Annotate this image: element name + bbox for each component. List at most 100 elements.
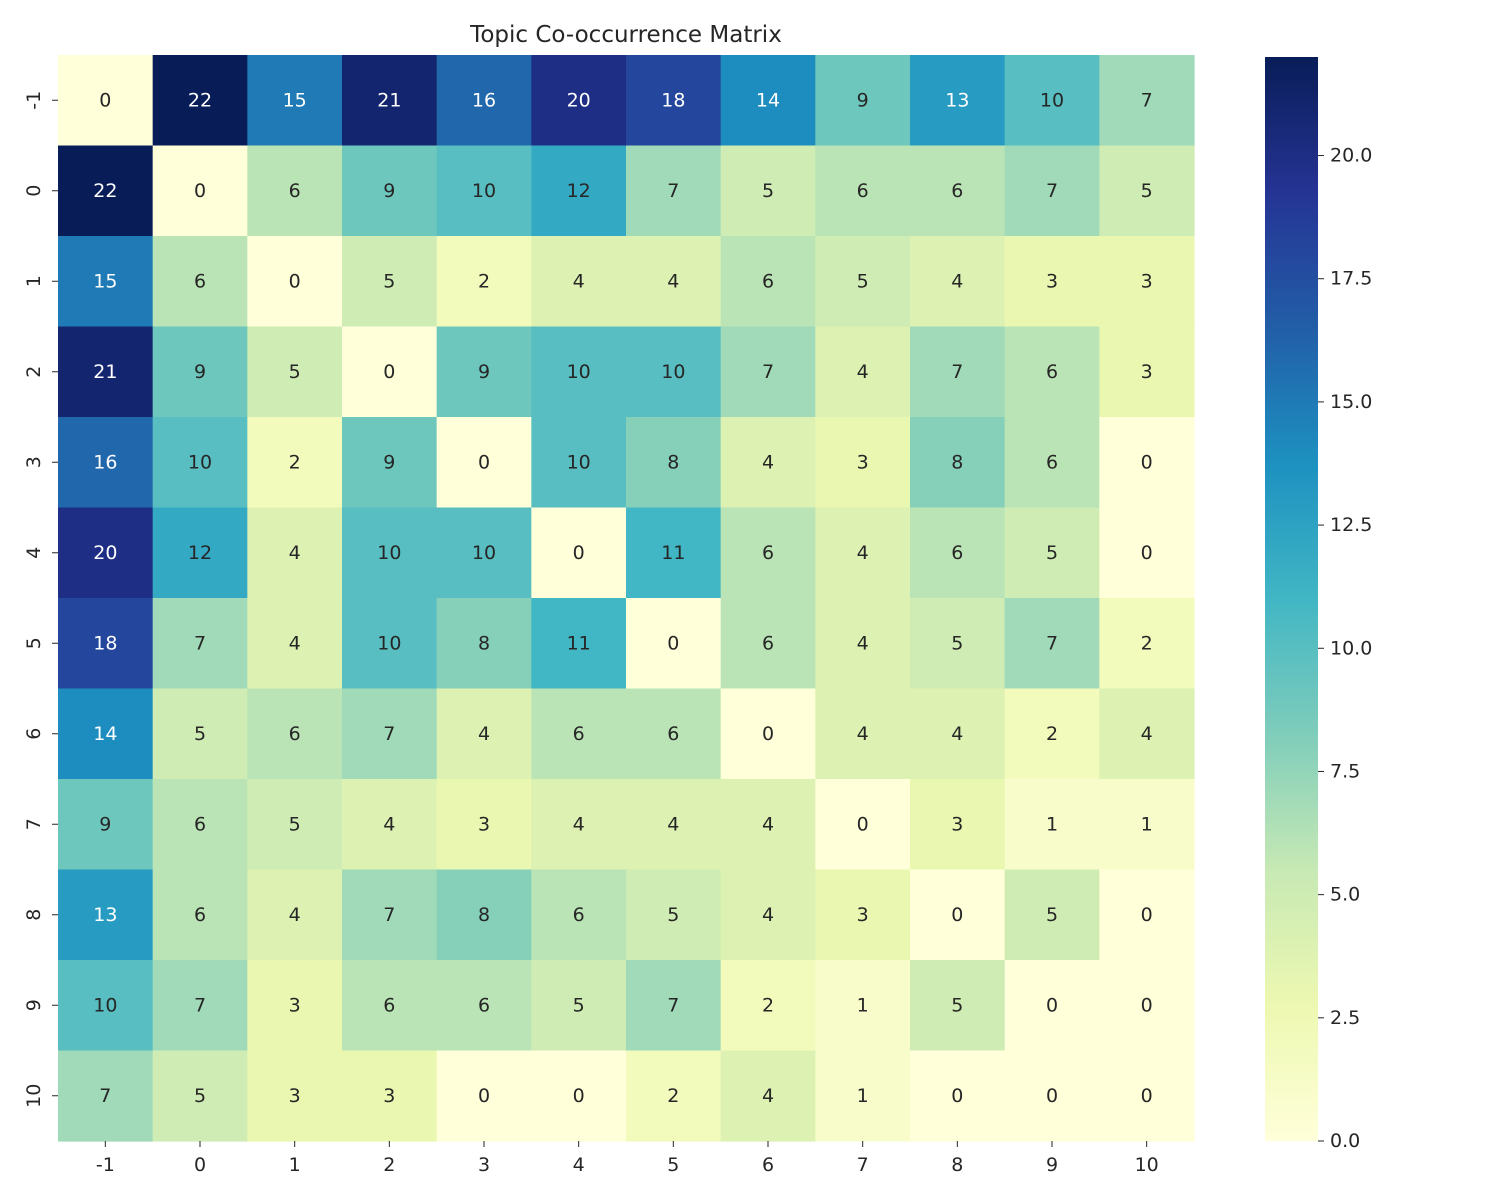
cell-value-label: 4 <box>667 270 679 292</box>
cell-value-label: 3 <box>383 1085 395 1107</box>
heatmap-cell <box>436 507 532 599</box>
colorbar-tick-label: 10.0 <box>1330 637 1372 659</box>
heatmap-cell <box>436 236 532 328</box>
cell-value-label: 7 <box>383 723 395 745</box>
cell-value-label: 4 <box>857 632 869 654</box>
cell-value-label: 9 <box>478 361 490 383</box>
cell-value-label: 8 <box>951 451 963 473</box>
heatmap-cell <box>1099 1050 1195 1142</box>
heatmap-cell <box>152 1050 248 1142</box>
y-tick-label: 6 <box>23 728 45 740</box>
colorbar-tick-label: 17.5 <box>1330 268 1372 290</box>
heatmap-cell <box>626 417 722 509</box>
heatmap-cell <box>247 779 343 871</box>
heatmap-cell <box>815 779 911 871</box>
cell-value-label: 6 <box>194 904 206 926</box>
cell-value-label: 4 <box>951 270 963 292</box>
y-tick-label: 3 <box>23 456 45 468</box>
heatmap-cell <box>626 779 722 871</box>
cell-value-label: 20 <box>93 542 117 564</box>
cell-value-label: 12 <box>188 542 212 564</box>
heatmap-cell-labels: 0 22 15 21 16 20 18 14 9 13 10 722 0 6 9 10 12 7 5 6 6 7 515 6 0… <box>93 89 1152 1107</box>
cell-value-label: 7 <box>1141 89 1153 111</box>
heatmap-cell <box>58 417 154 509</box>
heatmap-cell <box>815 598 911 690</box>
heatmap-cell <box>531 236 627 328</box>
heatmap-cell <box>1099 507 1195 599</box>
heatmap-cell <box>531 55 627 147</box>
heatmap-cell <box>58 145 154 237</box>
heatmap-cell <box>720 145 816 237</box>
cell-value-label: 13 <box>93 904 117 926</box>
cell-value-label: 10 <box>188 451 212 473</box>
colorbar-tick-label: 0.0 <box>1330 1130 1360 1152</box>
heatmap-cell <box>342 236 438 328</box>
x-tick-label: 6 <box>762 1154 774 1176</box>
heatmap-cell <box>531 869 627 961</box>
heatmap-cell <box>1004 1050 1100 1142</box>
cell-value-label: 2 <box>1141 632 1153 654</box>
heatmap-cell <box>1004 417 1100 509</box>
cell-value-label: 9 <box>857 89 869 111</box>
cell-value-label: 0 <box>383 361 395 383</box>
colorbar-gradient <box>1265 57 1318 1141</box>
heatmap-cell <box>152 688 248 780</box>
heatmap-cell <box>720 960 816 1052</box>
cell-value-label: 2 <box>762 994 774 1016</box>
cell-value-label: 5 <box>857 270 869 292</box>
heatmap-cell <box>152 236 248 328</box>
heatmap-cell <box>58 1050 154 1142</box>
heatmap-cell <box>531 1050 627 1142</box>
colorbar: 0.0 2.5 5.0 7.5 10.0 12.5 15.0 17.5 20.0 <box>1265 57 1372 1152</box>
cell-value-label: 5 <box>289 813 301 835</box>
heatmap-cell <box>247 326 343 418</box>
x-tick-label: 1 <box>289 1154 301 1176</box>
cell-value-label: 9 <box>383 180 395 202</box>
cell-value-label: 4 <box>667 813 679 835</box>
heatmap-cell <box>720 507 816 599</box>
x-tick-label: 8 <box>951 1154 963 1176</box>
heatmap-cell <box>910 507 1006 599</box>
heatmap-cell <box>626 55 722 147</box>
cell-value-label: 4 <box>762 1085 774 1107</box>
heatmap-cell <box>720 236 816 328</box>
heatmap-cell <box>342 145 438 237</box>
cell-value-label: 10 <box>661 361 685 383</box>
cell-value-label: 10 <box>1040 89 1064 111</box>
heatmap-cell <box>152 417 248 509</box>
cell-value-label: 7 <box>762 361 774 383</box>
cell-value-label: 8 <box>667 451 679 473</box>
heatmap-cell <box>910 236 1006 328</box>
heatmap-cell <box>1004 960 1100 1052</box>
cell-value-label: 21 <box>93 361 117 383</box>
cell-value-label: 10 <box>567 361 591 383</box>
x-tick-label: -1 <box>96 1154 115 1176</box>
heatmap-cell <box>626 1050 722 1142</box>
x-tick-label: 7 <box>857 1154 869 1176</box>
heatmap-cell <box>342 598 438 690</box>
heatmap-cell <box>910 1050 1006 1142</box>
y-tick-label: 0 <box>23 185 45 197</box>
cell-value-label: 0 <box>1046 1085 1058 1107</box>
cell-value-label: 6 <box>1046 451 1058 473</box>
heatmap-cell <box>342 507 438 599</box>
cell-value-label: 18 <box>661 89 685 111</box>
cell-value-label: 1 <box>857 1085 869 1107</box>
cell-value-label: 3 <box>1141 270 1153 292</box>
cell-value-label: 7 <box>667 994 679 1016</box>
heatmap-cell <box>342 869 438 961</box>
heatmap-cell <box>910 145 1006 237</box>
heatmap-cell <box>1004 236 1100 328</box>
cell-value-label: 20 <box>567 89 591 111</box>
heatmap-cell <box>910 55 1006 147</box>
cell-value-label: 12 <box>567 180 591 202</box>
cell-value-label: 7 <box>99 1085 111 1107</box>
heatmap-cell <box>1004 598 1100 690</box>
cell-value-label: 0 <box>1141 1085 1153 1107</box>
cell-value-label: 5 <box>1046 904 1058 926</box>
cell-value-label: 0 <box>951 904 963 926</box>
heatmap-cell <box>247 869 343 961</box>
heatmap-cell <box>247 598 343 690</box>
heatmap-cell <box>58 598 154 690</box>
cell-value-label: 4 <box>857 723 869 745</box>
